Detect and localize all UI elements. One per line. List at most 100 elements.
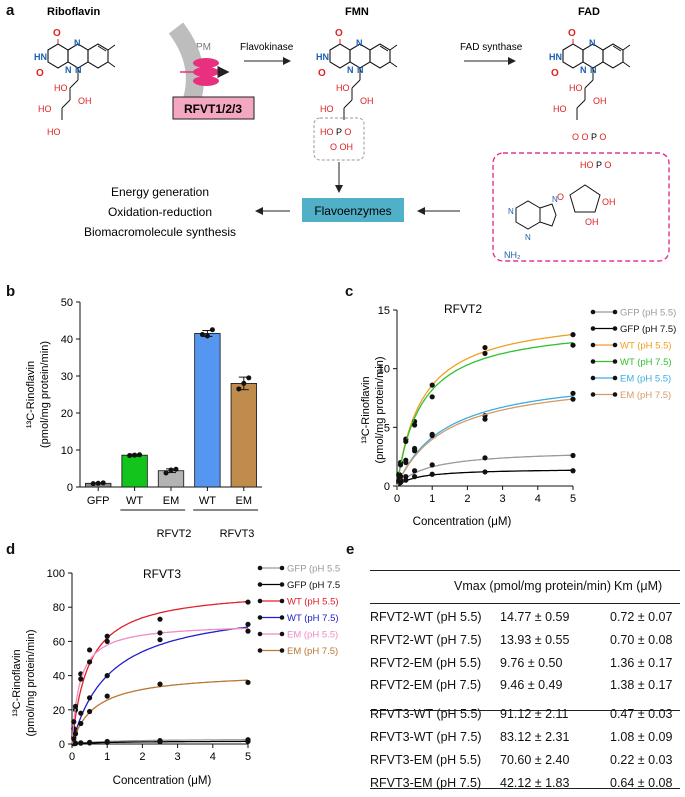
ytick-label: 15 <box>378 305 390 317</box>
data-point <box>87 708 93 715</box>
ytick-label: 80 <box>53 602 65 614</box>
legend-marker <box>612 359 618 364</box>
data-point <box>71 736 77 742</box>
c-title: RFVT2 <box>444 302 482 316</box>
table-row: RFVT2-WT (pH 7.5) 13.93 ± 0.55 0.70 ± 0.08 <box>370 629 680 654</box>
data-point <box>104 633 110 639</box>
legend-marker <box>279 615 285 620</box>
xtick-label: 3 <box>175 751 181 763</box>
data-point <box>168 467 174 473</box>
pm-label: PM <box>196 42 211 53</box>
xtick-label: 4 <box>210 751 216 763</box>
group-label-rfvt2: RFVT2 <box>157 528 192 540</box>
legend-marker <box>257 582 263 587</box>
km-value: 1.36 ± 0.17 <box>610 655 673 670</box>
data-point <box>570 390 576 396</box>
legend-label: GFP (pH 7.5) <box>287 580 340 591</box>
xtick-label: 1 <box>104 751 110 763</box>
data-point <box>72 731 79 737</box>
nh2-label: NH₂ <box>504 250 521 260</box>
data-point <box>104 693 110 699</box>
legend-label: EM (pH 7.5) <box>287 646 338 657</box>
data-point <box>199 332 205 338</box>
fad-synthase-label: FAD synthase <box>460 42 523 53</box>
data-point <box>397 474 404 480</box>
data-point <box>412 474 418 480</box>
svg-text:O O P O: O O P O <box>572 132 606 142</box>
svg-text:O OH: O OH <box>330 142 353 152</box>
data-point <box>209 327 215 333</box>
fmn-title: FMN <box>345 6 369 18</box>
legend-marker <box>279 582 285 587</box>
data-point <box>87 659 93 665</box>
data-point <box>90 481 96 487</box>
km-value: 1.38 ± 0.17 <box>610 678 673 693</box>
ytick-label: 40 <box>53 671 65 683</box>
data-point <box>71 719 77 725</box>
km-value: 0.70 ± 0.08 <box>610 632 673 647</box>
svg-text:HO P O: HO P O <box>320 127 351 137</box>
xtick-label: 3 <box>500 493 506 505</box>
fit-curve <box>71 626 249 745</box>
data-point <box>482 344 488 351</box>
data-point <box>412 448 418 454</box>
data-point <box>157 739 163 745</box>
legend-marker <box>257 565 263 571</box>
fad-title: FAD <box>578 6 600 18</box>
data-point <box>157 681 163 687</box>
km-value: 0.64 ± 0.08 <box>610 775 673 790</box>
function-energy: Energy generation <box>111 185 209 199</box>
transporter-label: RFVT1/2/3 <box>184 102 242 116</box>
ytick-label: 10 <box>378 364 390 376</box>
fit-curve <box>396 398 574 487</box>
legend-marker <box>257 648 263 653</box>
data-point <box>127 453 133 459</box>
legend-label: EM (pH 5.5) <box>620 374 671 385</box>
data-point <box>104 739 110 746</box>
table-row: RFVT2-EM (pH 5.5) 9.76 ± 0.50 1.36 ± 0.17 <box>370 652 680 677</box>
header-km: Km (μM) <box>614 579 663 593</box>
svg-text:HO P O: HO P O <box>580 160 611 170</box>
data-point <box>245 628 251 634</box>
vmax-value: 9.46 ± 0.49 <box>500 678 563 693</box>
xtick-label: 5 <box>570 493 576 505</box>
b-xtick-label: WT <box>126 495 143 507</box>
legend-label: WT (pH 7.5) <box>287 613 339 624</box>
legend-marker <box>612 392 618 397</box>
d-xlabel: Concentration (μM) <box>113 775 212 787</box>
ytick-label: 100 <box>47 568 65 580</box>
data-point <box>100 480 106 486</box>
svg-text:OH: OH <box>602 197 616 207</box>
data-point <box>236 386 242 392</box>
b-ytick-label: 0 <box>67 482 73 494</box>
kinetics-table: Vmax (pmol/mg protein/min) Km (μM) RFVT2… <box>370 570 680 790</box>
row-label: RFVT2-EM (pH 5.5) <box>370 655 482 670</box>
header-vmax: Vmax (pmol/mg protein/min) <box>454 579 611 593</box>
fit-curve <box>396 395 574 487</box>
bar-wt <box>121 454 148 488</box>
data-point <box>104 673 110 679</box>
table-row: RFVT3-WT (pH 5.5) 91.12 ± 2.11 0.47 ± 0.03 <box>370 703 680 728</box>
data-point <box>482 469 488 475</box>
data-point <box>157 637 163 643</box>
function-biosynthesis: Biomacromolecule synthesis <box>84 225 236 239</box>
legend-marker <box>279 648 285 653</box>
table-header: Vmax (pmol/mg protein/min) Km (μM) <box>370 575 680 600</box>
legend-label: EM (pH 5.5) <box>287 630 338 641</box>
b-ytick-label: 40 <box>61 334 73 346</box>
svg-text:O: O <box>557 192 564 202</box>
legend-marker <box>590 326 596 331</box>
data-point <box>78 740 84 746</box>
km-value: 1.08 ± 0.09 <box>610 730 673 744</box>
panel-d-label: d <box>6 541 16 558</box>
ytick-label: 5 <box>384 422 390 434</box>
legend-label: WT (pH 5.5) <box>620 341 672 352</box>
data-point <box>157 616 163 622</box>
riboflavin-title: Riboflavin <box>47 6 100 18</box>
legend-marker <box>257 598 263 604</box>
xtick-label: 0 <box>69 751 75 763</box>
panel-b-label: b <box>6 283 16 300</box>
data-point <box>72 740 79 747</box>
xtick-label: 2 <box>464 493 470 505</box>
data-point <box>429 394 435 400</box>
